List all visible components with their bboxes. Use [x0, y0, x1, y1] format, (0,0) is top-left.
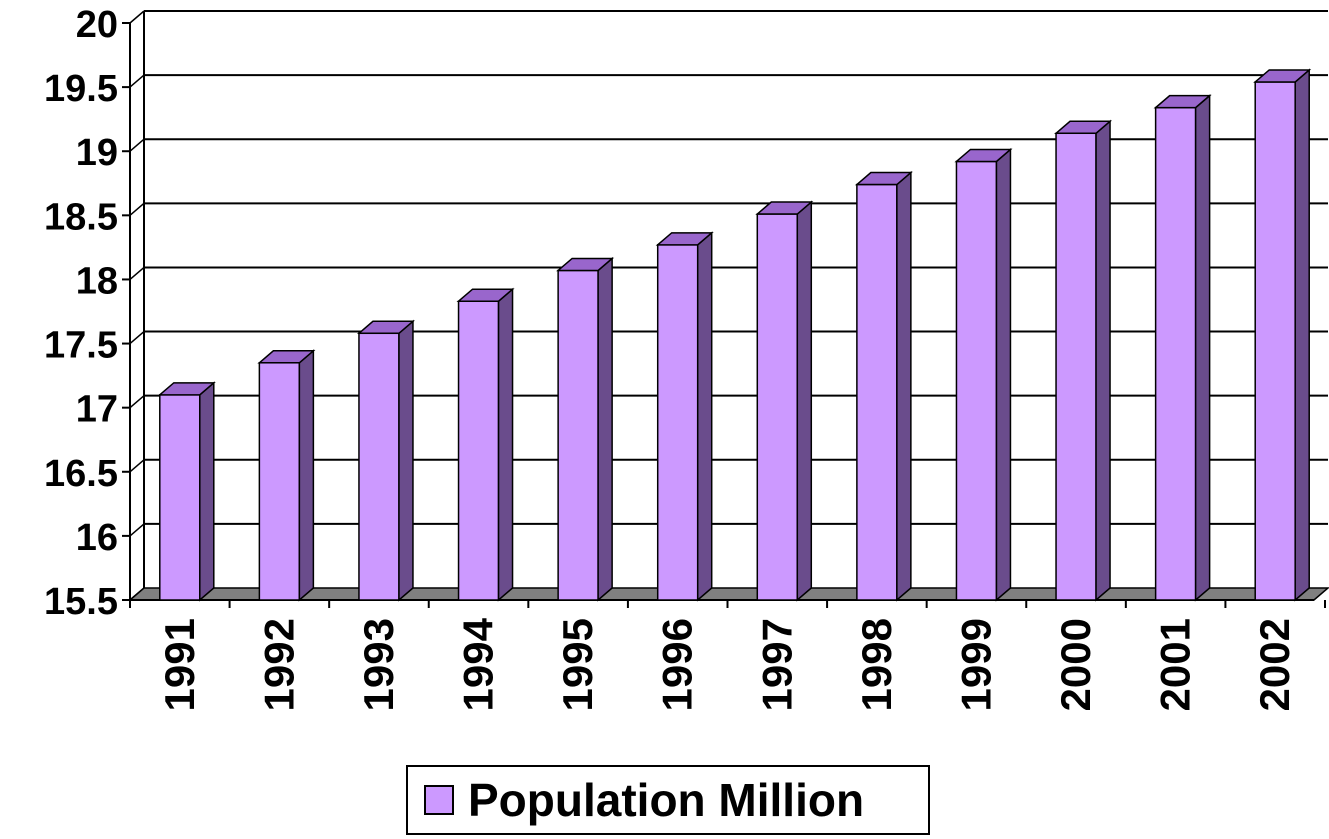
y-tick-label: 16 — [76, 517, 118, 559]
x-tick-label: 1997 — [753, 618, 800, 711]
bar-side — [199, 381, 215, 602]
bar-top — [157, 382, 216, 396]
x-tick-label: 2002 — [1251, 618, 1298, 711]
bar-top — [556, 257, 615, 272]
x-tick-label: 1991 — [156, 618, 203, 711]
bar-top — [456, 288, 515, 302]
bar-chart: 15.5 16 16.5 17 17.5 18 18.5 19 19.5 20 1991 1992 19… — [44, 4, 1329, 711]
gridline-side — [129, 10, 145, 24]
bar-side — [696, 231, 713, 602]
legend-label: Population Million — [468, 774, 865, 826]
bar-top — [257, 350, 316, 364]
y-tick-label: 16.5 — [44, 453, 118, 495]
x-tick-label: 1992 — [255, 618, 302, 711]
bar-top — [1054, 120, 1113, 135]
x-tick-label: 1993 — [355, 618, 402, 711]
bar — [358, 332, 400, 601]
bar-side — [1095, 119, 1111, 602]
bar — [756, 213, 799, 601]
bar-side — [597, 256, 613, 602]
x-tick-label: 1995 — [554, 618, 601, 711]
bar — [457, 300, 500, 601]
x-tick-label: 1996 — [654, 618, 701, 711]
bar-side — [398, 319, 414, 602]
gridline-side — [129, 138, 145, 152]
bar-side — [995, 147, 1012, 602]
legend-swatch — [424, 785, 454, 815]
bar-side — [1294, 68, 1310, 602]
bar — [955, 160, 998, 601]
bar-side — [1194, 93, 1211, 602]
bar — [557, 269, 599, 601]
bar — [856, 183, 898, 601]
gridline-side — [129, 459, 145, 473]
bar — [258, 362, 301, 601]
bar-top — [356, 320, 415, 335]
y-tick-label: 15.5 — [44, 581, 118, 623]
x-tick-label: 1994 — [455, 617, 502, 711]
bar-top — [755, 201, 814, 215]
y-tick-label: 18 — [76, 260, 118, 302]
y-tick-label: 17 — [76, 389, 118, 431]
x-tick-label: 1998 — [853, 618, 900, 711]
gridline-side — [129, 330, 145, 345]
gridline-side — [129, 266, 145, 281]
y-tick-label: 20 — [76, 4, 118, 46]
bar — [159, 394, 201, 601]
gridline-side — [129, 74, 145, 88]
gridline-side — [129, 202, 145, 216]
bar-top — [954, 148, 1013, 163]
bar — [1254, 81, 1296, 601]
y-tick-label: 17.5 — [44, 325, 118, 367]
bar-top — [655, 232, 714, 246]
gridline-side — [129, 523, 145, 537]
y-tick-label: 19 — [76, 132, 118, 174]
x-tick-label: 2000 — [1052, 618, 1099, 711]
bar-side — [896, 170, 912, 602]
bar-side — [497, 287, 514, 602]
bar-top — [1253, 69, 1312, 83]
bar — [1154, 106, 1197, 601]
gridline-side — [129, 395, 145, 409]
bar — [656, 244, 699, 601]
bar-side — [298, 349, 315, 602]
bar-side — [796, 200, 813, 602]
y-tick-label: 18.5 — [44, 196, 118, 238]
x-tick-label: 1999 — [952, 618, 999, 711]
bar-top — [854, 171, 913, 186]
bar — [1055, 132, 1097, 601]
legend: Population Million — [406, 765, 930, 835]
y-tick-label: 19.5 — [44, 68, 118, 110]
x-tick-label: 2001 — [1152, 618, 1199, 711]
bar-top — [1153, 94, 1212, 109]
